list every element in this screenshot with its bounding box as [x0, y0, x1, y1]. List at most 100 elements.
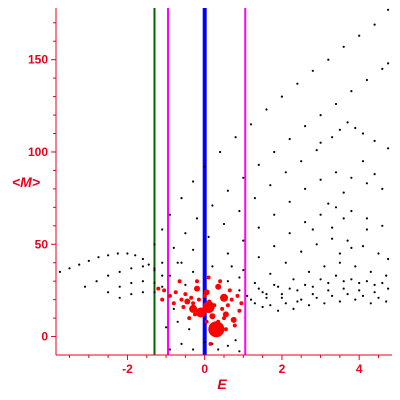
point-s0-30	[153, 243, 156, 246]
point-s0-136	[387, 287, 390, 290]
point-s0-110	[300, 250, 303, 253]
x-tick-label-1: 0	[201, 362, 208, 376]
point-s0-122	[323, 265, 326, 268]
point-s0-146	[261, 305, 264, 309]
point-s0-81	[373, 139, 376, 142]
point-s0-188	[238, 350, 241, 353]
point-s0-111	[315, 243, 318, 246]
point-s0-79	[354, 126, 357, 130]
point-s0-15	[118, 270, 121, 273]
point-s0-100	[304, 221, 307, 224]
point-s0-134	[358, 281, 361, 285]
point-s0-181	[342, 191, 345, 194]
point-s0-65	[168, 274, 171, 277]
point-s0-155	[265, 293, 268, 296]
point-s0-47	[387, 8, 390, 11]
point-s0-58	[304, 125, 307, 128]
point-s0-12	[83, 285, 87, 288]
point-s0-180	[373, 173, 376, 176]
point-s0-138	[269, 304, 272, 307]
point-s0-102	[334, 206, 338, 209]
point-s0-112	[331, 237, 334, 240]
point-s1-6	[230, 316, 237, 323]
point-s0-133	[342, 280, 345, 283]
point-s0-196	[184, 283, 187, 286]
point-s0-101	[319, 213, 322, 216]
point-s0-89	[304, 187, 307, 190]
point-s0-165	[288, 287, 291, 290]
point-s0-46	[373, 23, 376, 26]
point-s0-114	[361, 245, 365, 248]
point-s1-30	[216, 319, 221, 324]
point-s0-40	[280, 95, 283, 98]
point-s0-92	[350, 176, 353, 179]
point-s0-125	[369, 270, 372, 273]
point-s0-141	[315, 296, 318, 299]
point-s0-104	[365, 217, 368, 220]
point-s0-194	[188, 328, 191, 331]
point-s0-82	[387, 147, 390, 150]
y-tick-label-3: 150	[28, 53, 48, 67]
point-s1-13	[167, 293, 172, 298]
point-s0-49	[172, 246, 175, 249]
point-s1-26	[235, 293, 240, 298]
point-s0-26	[118, 296, 121, 299]
point-s0-0	[58, 270, 62, 273]
point-s0-50	[184, 232, 187, 235]
data-points	[58, 8, 390, 353]
point-s0-124	[354, 265, 357, 268]
axes: -2 0 2 4 0 50 100 150	[28, 8, 392, 376]
point-s0-153	[369, 302, 372, 305]
point-s0-199	[230, 265, 233, 268]
point-s0-118	[261, 291, 264, 294]
point-s0-107	[253, 281, 256, 285]
point-s0-73	[284, 171, 287, 174]
point-s0-151	[338, 300, 341, 303]
point-s0-160	[342, 287, 345, 290]
point-s0-137	[253, 302, 256, 305]
point-s0-75	[315, 149, 318, 152]
point-s0-145	[377, 296, 380, 299]
point-s0-34	[192, 180, 195, 183]
point-s0-200	[238, 276, 241, 279]
point-s0-62	[365, 78, 368, 82]
point-s0-1	[68, 267, 71, 270]
point-s0-117	[246, 294, 249, 297]
point-s0-80	[361, 132, 365, 135]
x-tick-label-2: 2	[279, 362, 286, 376]
point-s0-84	[226, 252, 229, 255]
point-s0-61	[350, 90, 353, 93]
point-s0-32	[168, 213, 171, 216]
point-s0-53	[226, 189, 229, 192]
point-s0-130	[296, 289, 299, 292]
point-s0-116	[387, 257, 390, 261]
point-s0-48	[161, 261, 164, 264]
point-s0-119	[277, 285, 280, 288]
point-s1-10	[215, 283, 222, 290]
point-s0-166	[304, 283, 307, 286]
point-s0-149	[307, 304, 311, 307]
point-s0-52	[211, 204, 214, 207]
point-s0-19	[161, 274, 164, 277]
point-s0-54	[242, 176, 245, 179]
point-s0-68	[207, 235, 210, 238]
point-s0-31	[161, 228, 164, 231]
point-s1-33	[195, 279, 199, 284]
point-s0-17	[141, 265, 144, 268]
point-s1-23	[220, 306, 225, 311]
y-axis-title: <M>	[12, 174, 40, 190]
point-s0-56	[273, 150, 276, 154]
point-s0-66	[180, 261, 183, 264]
point-s0-88	[288, 200, 291, 203]
point-s0-152	[354, 298, 357, 301]
point-s0-13	[95, 280, 98, 283]
point-s1-18	[191, 301, 196, 306]
point-s0-35	[203, 165, 206, 168]
point-s0-78	[346, 121, 349, 124]
point-s0-77	[338, 128, 341, 131]
point-s0-143	[346, 293, 349, 296]
point-s0-193	[176, 320, 179, 323]
point-s0-185	[203, 341, 206, 344]
point-s0-195	[172, 307, 175, 310]
